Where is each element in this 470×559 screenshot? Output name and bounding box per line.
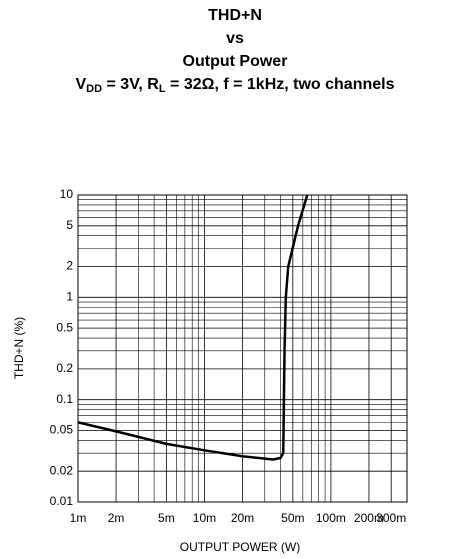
y-tick-label: 0.5 [56,320,73,334]
subtitle-part: = 3V, R [102,76,159,93]
chart-title-line: THD+N [208,7,262,24]
x-tick-label: 300m [376,511,406,525]
y-tick-label: 0.05 [50,423,74,437]
subtitle-part: L [159,83,166,95]
y-tick-label: 10 [60,187,74,201]
x-tick-label: 100m [316,511,346,525]
y-tick-label: 0.02 [50,463,74,477]
y-axis-label: THD+N (%) [12,317,26,379]
chart-title-line: Output Power [183,53,288,70]
x-tick-label: 50m [281,511,304,525]
y-tick-label: 2 [66,259,73,273]
y-tick-label: 5 [66,218,73,232]
plot-frame [77,194,408,503]
y-tick-label: 0.2 [56,361,73,375]
data-line [78,194,309,461]
x-tick-label: 10m [193,511,216,525]
subtitle-part: V [76,76,87,93]
y-tick-label: 1 [66,290,73,304]
x-axis-label: OUTPUT POWER (W) [180,540,300,554]
x-tick-label: 20m [231,511,254,525]
x-tick-label: 200m [354,511,384,525]
subtitle-part: DD [86,83,102,95]
x-tick-label: 2m [108,511,125,525]
chart-subtitle: VDD = 3V, RL = 32Ω, f = 1kHz, two channe… [76,76,395,95]
x-tick-label: 1m [70,511,87,525]
subtitle-part: = 32Ω, f = 1kHz, two channels [166,76,395,93]
chart-title-line: vs [226,30,244,47]
x-tick-label: 5m [158,511,175,525]
y-tick-label: 0.1 [56,392,73,406]
y-tick-label: 0.01 [50,494,74,508]
